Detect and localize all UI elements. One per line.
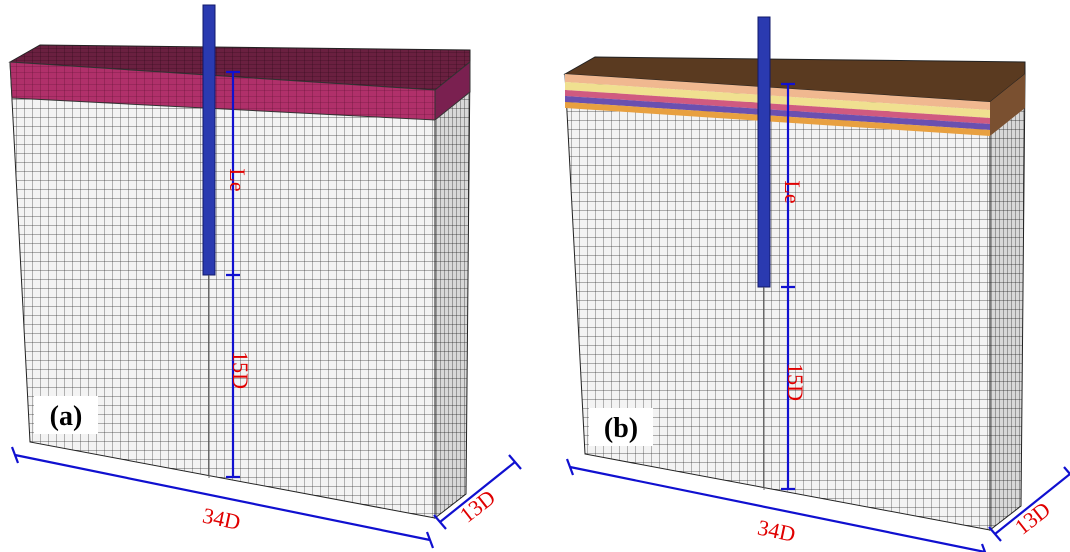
panel: Le 15D 34D 13D (a) xyxy=(8,4,522,549)
dimension-line xyxy=(781,82,795,491)
le-label: Le xyxy=(780,180,805,203)
soil-front xyxy=(564,73,991,531)
layer xyxy=(565,74,990,110)
layer xyxy=(565,102,990,136)
pile xyxy=(202,4,216,276)
dimension-line xyxy=(226,70,240,479)
soil-side xyxy=(434,60,471,520)
panel-label: (a) xyxy=(50,401,83,432)
label-box xyxy=(589,408,653,446)
layer xyxy=(565,96,990,130)
tip-label: 15D xyxy=(783,363,808,401)
depth-dimension xyxy=(433,454,522,530)
tip-label: 15D xyxy=(228,351,253,389)
depth-dimension xyxy=(988,466,1070,542)
width-label: 34D xyxy=(755,514,797,546)
width-dimension xyxy=(565,458,987,552)
pile xyxy=(757,16,771,288)
panel-label: (b) xyxy=(604,413,638,444)
soil-front xyxy=(9,61,436,519)
layered-soil xyxy=(563,56,1026,136)
layer-side xyxy=(990,74,1025,136)
le-label: Le xyxy=(225,168,250,191)
soil-side xyxy=(989,72,1026,532)
layer xyxy=(565,90,990,124)
layer xyxy=(565,82,990,118)
width-label: 34D xyxy=(200,502,242,534)
panel: Le 15D 34D 13D (b) xyxy=(563,16,1070,552)
width-dimension xyxy=(10,446,435,549)
soft-layer-side xyxy=(434,60,471,122)
label-box xyxy=(34,396,98,434)
